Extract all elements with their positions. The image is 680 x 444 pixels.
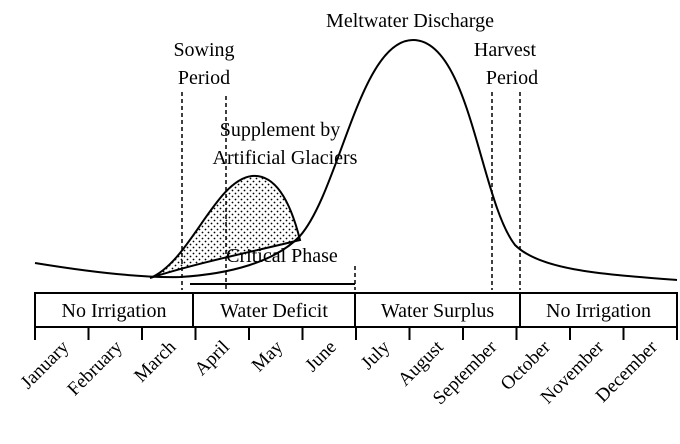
critical-label: Critical Phase [226,245,338,267]
phase-label: Water Surplus [381,300,495,322]
month-label: May [248,336,288,376]
phase-label: No Irrigation [62,300,167,322]
generated: No Irrigation Water Deficit Water Surplus N… [17,293,678,409]
supplement-area [149,174,302,279]
supplement-label: Artificial Glaciers [213,147,358,169]
month-label: April [191,337,234,380]
phase-label: Water Deficit [220,300,328,322]
period-markers [181,92,521,290]
discharge-curve [34,38,678,281]
harvest-label: Harvest [474,39,537,61]
supplement-label: Supplement by [220,119,341,141]
sowing-label: Sowing [173,39,234,61]
phase-label: No Irrigation [546,300,651,322]
month-label: June [301,337,340,376]
month-label: March [130,336,180,386]
harvest-label: Period [486,67,538,89]
month-label: July [357,336,395,374]
meltwater-label: Meltwater Discharge [326,10,494,32]
sowing-label: Period [178,67,230,89]
month-label: February [63,336,127,400]
